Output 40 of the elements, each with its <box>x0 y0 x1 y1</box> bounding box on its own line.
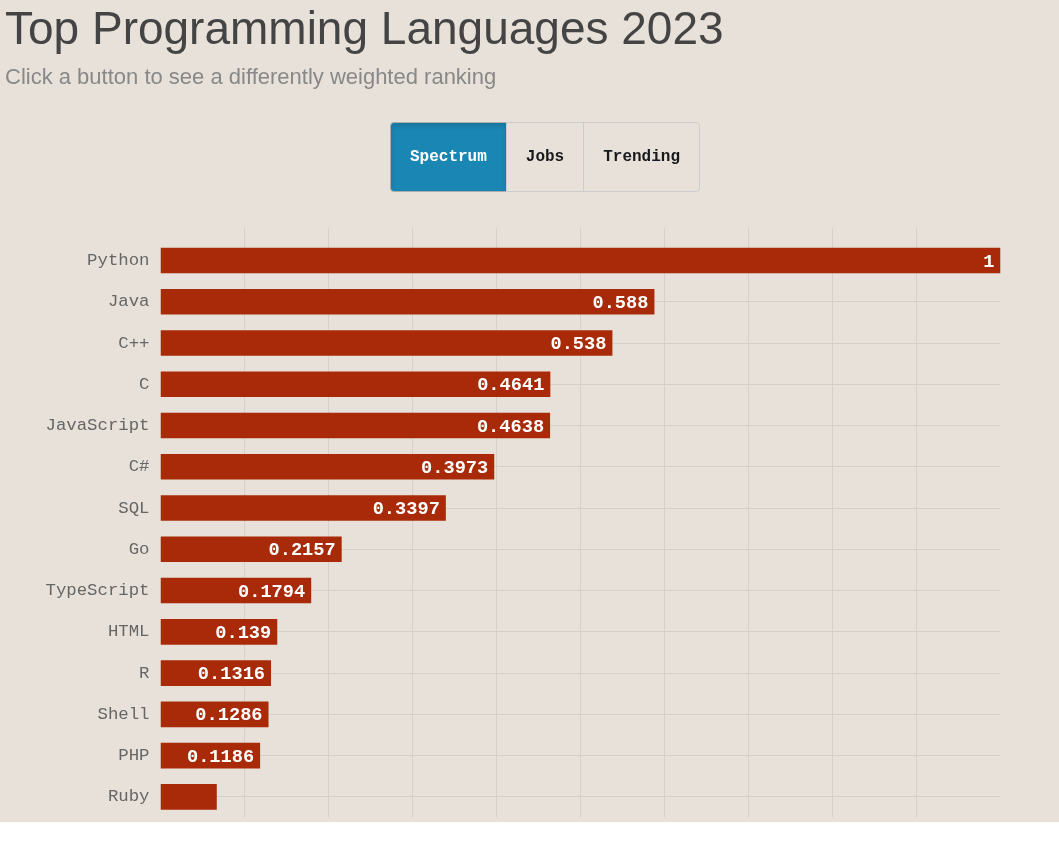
data-label: 0.139 <box>215 622 272 645</box>
data-label: 0.4641 <box>477 374 545 397</box>
bar <box>160 330 613 357</box>
data-label: 0.1316 <box>197 663 266 686</box>
bar <box>160 371 551 398</box>
data-label: 0.1286 <box>195 704 263 727</box>
data-label: 0.3973 <box>421 457 489 480</box>
data-label: 0.588 <box>592 292 649 315</box>
bar <box>160 784 217 811</box>
y-tick-label: R <box>139 664 150 684</box>
text: Spectrum <box>390 122 507 193</box>
y-tick-label: C <box>139 375 150 395</box>
y-tick-label: Java <box>107 292 150 312</box>
data-label: 0.538 <box>550 333 607 356</box>
data-label: 0.1186 <box>186 746 255 769</box>
bar <box>160 248 1001 274</box>
data-label: 0.3397 <box>372 498 440 521</box>
y-tick-label: HTML <box>107 622 150 642</box>
chart-subtitle: Click a button to see a differently weighted ranking <box>5 63 497 91</box>
bar <box>160 495 446 522</box>
y-tick-label: Ruby <box>107 787 150 807</box>
y-tick-label: C# <box>128 457 150 477</box>
data-label: 0.4638 <box>476 415 545 438</box>
bar <box>160 454 495 481</box>
text: Trending <box>583 122 700 193</box>
bar <box>160 413 551 439</box>
bar <box>160 289 655 315</box>
y-tick-label: Python <box>87 251 150 271</box>
chart-title: Top Programming Languages 2023 <box>5 2 724 54</box>
y-tick-label: Shell <box>97 705 150 725</box>
data-label: 1 <box>983 250 995 273</box>
data-label: 0.1794 <box>238 581 306 603</box>
y-tick-label: SQL <box>118 498 150 518</box>
y-tick-label: C++ <box>118 333 150 353</box>
y-tick-label: TypeScript <box>45 581 150 601</box>
text: Jobs <box>505 122 585 193</box>
y-tick-label: PHP <box>118 746 150 766</box>
data-label: 0.2157 <box>268 539 336 562</box>
y-tick-label: JavaScript <box>45 416 150 436</box>
y-tick-label: Go <box>128 540 150 560</box>
